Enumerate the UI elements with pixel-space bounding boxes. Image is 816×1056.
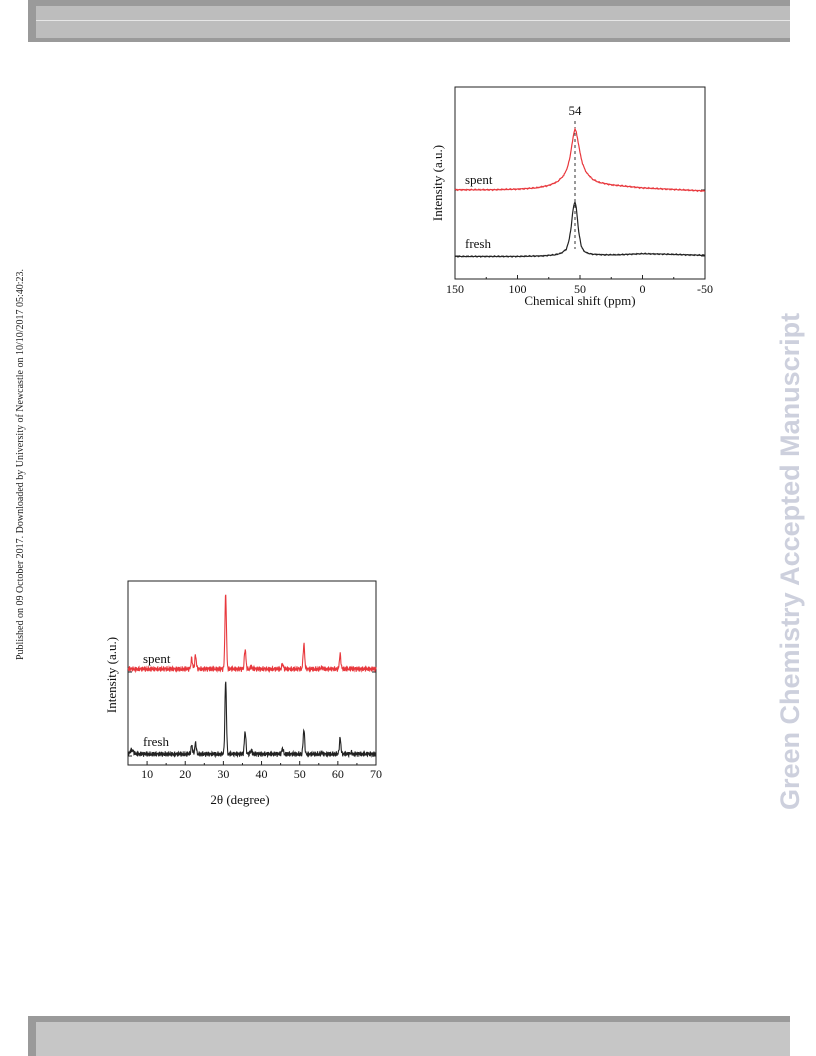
nmr-y-ticks: [455, 189, 705, 257]
footer-bar: [28, 1016, 790, 1056]
nmr-series-spent: [454, 127, 706, 193]
xrd-x-tick-label: 50: [294, 767, 306, 781]
nmr-y-axis-label: Intensity (a.u.): [430, 145, 445, 221]
publication-notice: Published on 09 October 2017. Downloaded…: [15, 268, 26, 660]
nmr-x-axis-label: Chemical shift (ppm): [524, 293, 635, 308]
xrd-x-tick-label: 20: [179, 767, 191, 781]
journal-watermark: Green Chemistry Accepted Manuscript: [775, 312, 805, 810]
nmr-x-tick-label: 0: [640, 282, 646, 296]
nmr-x-tick-label: 150: [446, 282, 464, 296]
header-bar: [28, 0, 790, 42]
xrd-x-tick-label: 40: [256, 767, 268, 781]
xrd-series-fresh: [127, 681, 377, 759]
nmr-x-tick-label: 50: [574, 282, 586, 296]
nmr-label-fresh: fresh: [465, 236, 491, 251]
nmr-series-fresh: [454, 200, 706, 258]
xrd-x-tick-label: 10: [141, 767, 153, 781]
xrd-x-tick-label: 30: [217, 767, 229, 781]
xrd-x-axis-label: 2θ (degree): [210, 792, 269, 807]
nmr-peak-label: 54: [569, 103, 583, 118]
xrd-chart: 10 20 30 40 50 60 70 spent fresh 2θ (degree) I…: [104, 580, 382, 807]
nmr-x-tick-label: -50: [697, 282, 713, 296]
xrd-label-spent: spent: [143, 651, 171, 666]
nmr-chart: 150 100 50 0 -50 54 spent fresh Chemical shi…: [430, 86, 713, 308]
xrd-x-axis-label-text: 2θ (degree): [210, 792, 269, 807]
xrd-series-spent: [127, 594, 377, 674]
xrd-y-axis-label: Intensity (a.u.): [104, 637, 119, 713]
xrd-x-ticks: 10 20 30 40 50 60 70: [127, 761, 382, 781]
nmr-x-tick-label: 100: [509, 282, 527, 296]
header-bar-line: [36, 20, 790, 21]
xrd-x-tick-label: 60: [332, 767, 344, 781]
nmr-x-ticks: 150 100 50 0 -50: [446, 275, 713, 296]
nmr-label-spent: spent: [465, 172, 493, 187]
xrd-plot-frame: [127, 580, 377, 766]
xrd-label-fresh: fresh: [143, 734, 169, 749]
xrd-x-tick-label: 70: [370, 767, 382, 781]
